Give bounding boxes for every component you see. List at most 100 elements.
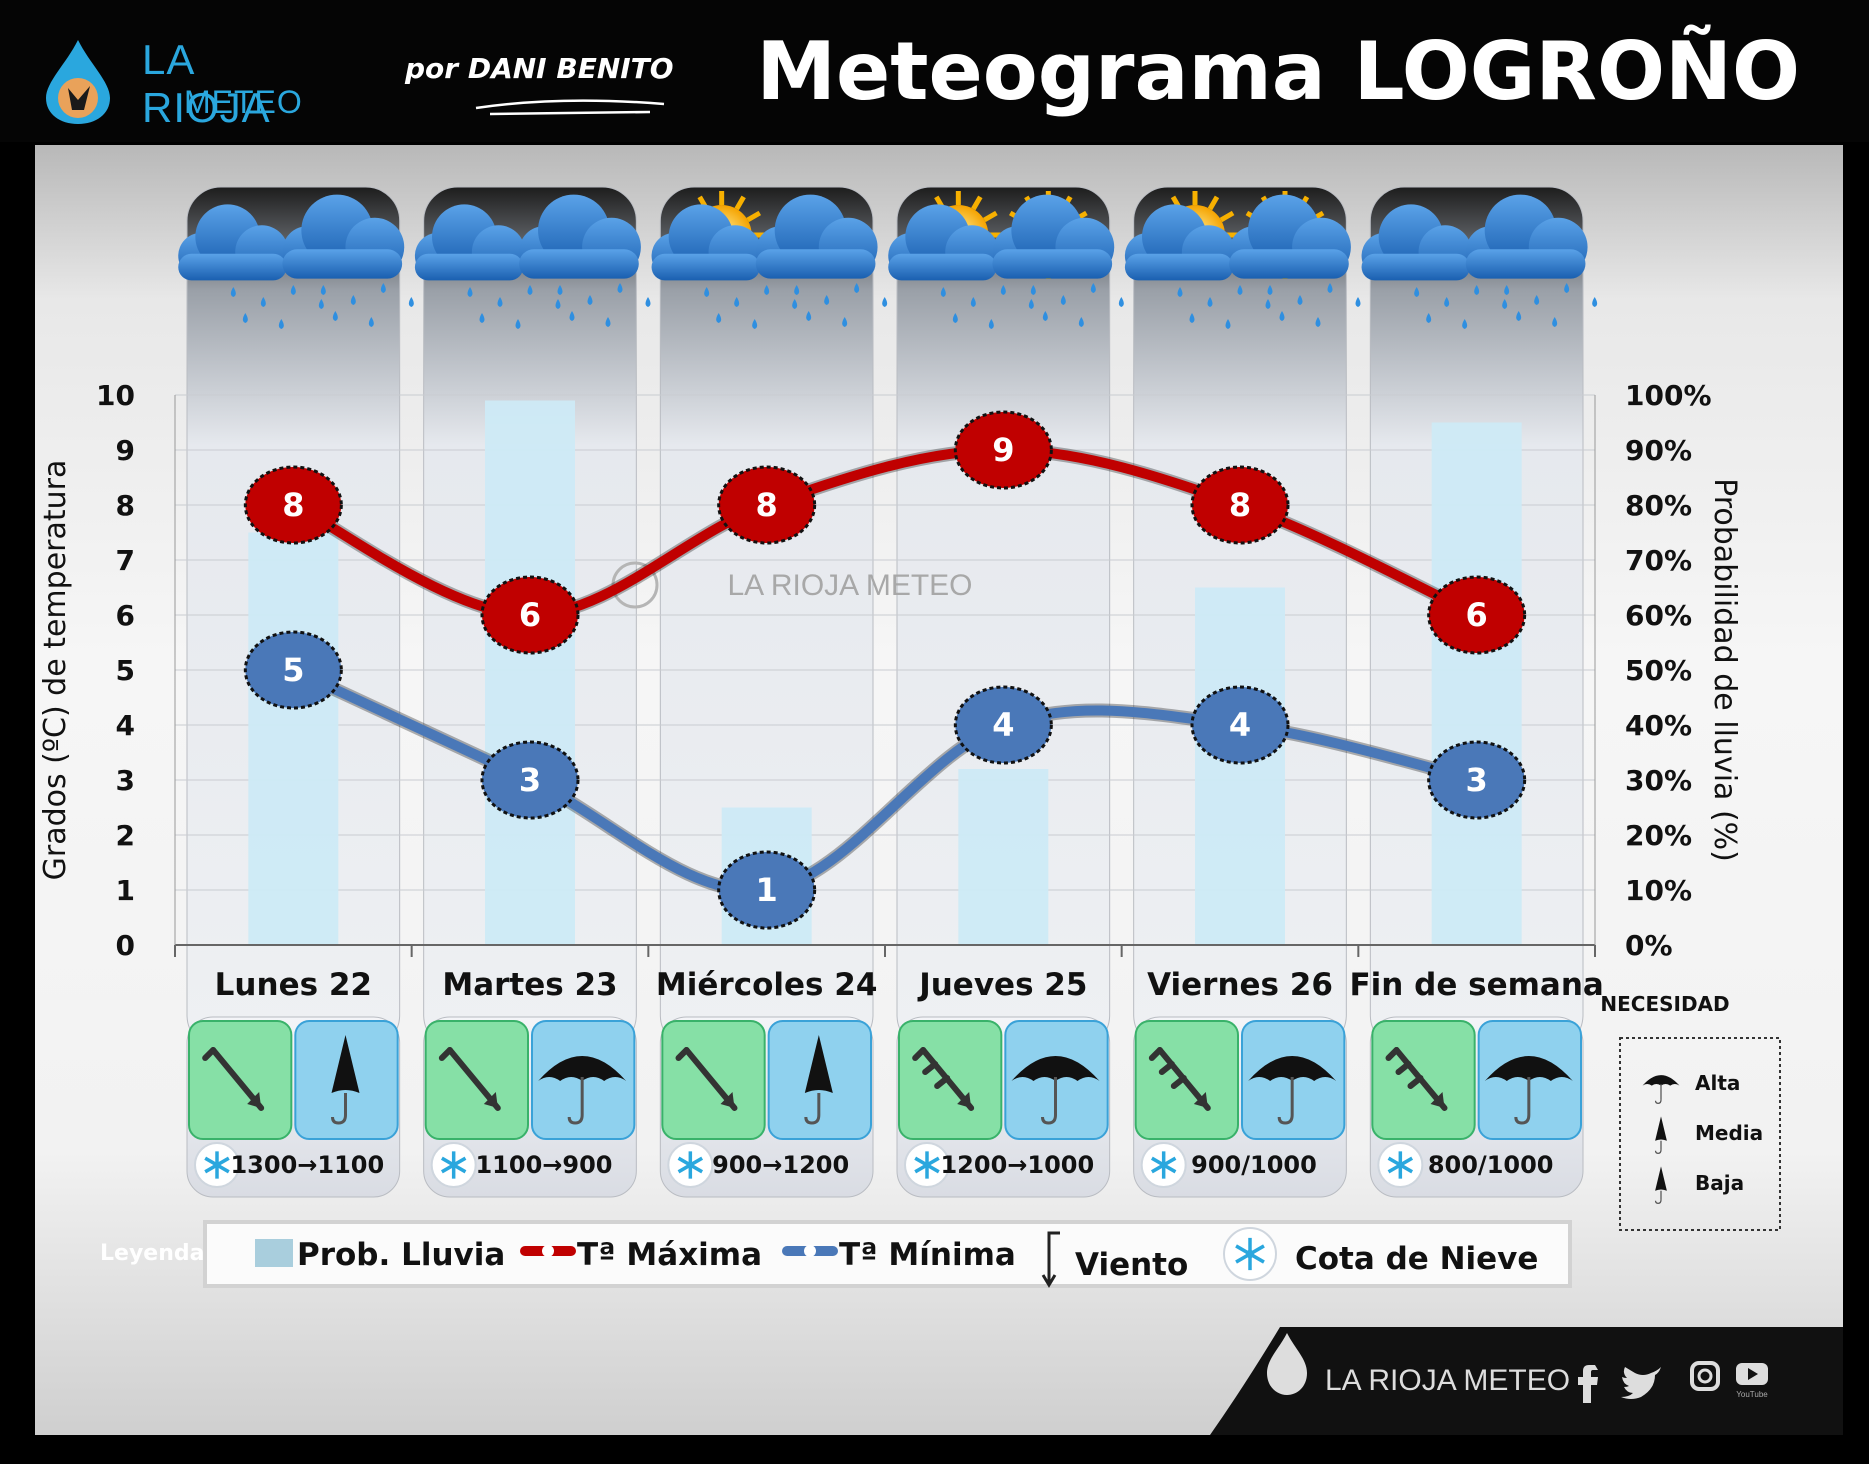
snowflake-icon — [1223, 1227, 1277, 1281]
watermark-text: LA RIOJA METEO — [727, 569, 972, 602]
y-right-tick-label: 60% — [1625, 599, 1692, 632]
brand-logo: LA RIOJA METEO — [24, 16, 324, 134]
y-tick-label: 2 — [116, 819, 135, 852]
rain-drop — [940, 287, 946, 297]
cloud-shape — [1361, 204, 1472, 281]
umbrella-handle — [331, 1114, 347, 1125]
rain-drop — [1502, 299, 1508, 309]
umbrella-handle — [1041, 1114, 1057, 1125]
wind-head — [1430, 1092, 1445, 1108]
y-right-tick-label: 70% — [1625, 544, 1692, 577]
rain-cloud-icon — [414, 194, 651, 329]
rain-drop — [479, 313, 485, 323]
wind-barb — [1158, 1061, 1175, 1075]
snow-level-text: 800/1000 — [1428, 1151, 1554, 1179]
rain-drop — [527, 285, 533, 295]
rain-drop — [569, 311, 575, 321]
wind-barb — [675, 1047, 690, 1061]
legend-label: Tª Máxima — [577, 1237, 762, 1273]
sun-ray — [971, 195, 983, 211]
snow-level-text: 1100→900 — [475, 1151, 612, 1179]
cloud-base — [519, 249, 639, 279]
footer-bar: LA RIOJA METEO YouTube — [1210, 1327, 1843, 1435]
cloud-shape — [1124, 204, 1236, 281]
umbrella-closed-icon — [1654, 1166, 1667, 1204]
y-tick-label: 8 — [116, 489, 135, 522]
snow-level-text: 1200→1000 — [940, 1151, 1094, 1179]
umbrella-medium-icon — [331, 1035, 360, 1125]
y-tick-label: 0 — [116, 929, 135, 962]
wind-weak-icon — [438, 1047, 501, 1111]
snowflake-core — [686, 1161, 694, 1169]
y-tick-label: 3 — [116, 764, 135, 797]
cloud-base — [1229, 249, 1349, 279]
y-right-tick-label: 90% — [1625, 434, 1692, 467]
min-temp-label: 4 — [992, 706, 1014, 744]
rain-bar-swatch — [255, 1239, 293, 1267]
snow-level-text: 900/1000 — [1191, 1151, 1317, 1179]
wind-barb — [1395, 1061, 1412, 1075]
wind-barb — [922, 1061, 939, 1075]
rain-drop — [242, 313, 248, 323]
umbrella-canopy — [1011, 1056, 1100, 1081]
wind-barb — [1170, 1075, 1187, 1089]
rain-drop — [792, 299, 798, 309]
y-tick-label: 5 — [116, 654, 135, 687]
rain-drop — [1426, 313, 1432, 323]
rain-probability-bar — [1431, 422, 1522, 945]
wind-barb — [934, 1075, 951, 1089]
umbrella-folded — [1655, 1116, 1667, 1141]
rain-drop — [1504, 285, 1510, 295]
y-right-tick-label: 30% — [1625, 764, 1692, 797]
snowflake-core — [1245, 1249, 1255, 1259]
rain-drop — [1177, 287, 1183, 297]
max-temp-point — [243, 465, 343, 545]
rain-drop — [1462, 319, 1468, 329]
rain-probability-bar — [958, 769, 1049, 945]
min-temp-point — [1427, 740, 1527, 820]
max-temp-label: 6 — [1466, 596, 1488, 634]
footer-bg — [1210, 1327, 1843, 1435]
rain-drop — [350, 295, 356, 305]
wind-barb — [1148, 1047, 1163, 1061]
umbrella-canopy — [1642, 1075, 1680, 1086]
wind-barb — [1407, 1075, 1424, 1089]
snowflake-icon — [904, 1142, 950, 1188]
sun-ray — [1207, 195, 1220, 211]
rain-drop — [1592, 297, 1598, 307]
snowflake-core — [1396, 1161, 1404, 1169]
sun-ray — [746, 210, 762, 223]
rain-drop — [1030, 285, 1036, 295]
rain-probability-bar — [248, 532, 339, 945]
max-temp-point — [480, 575, 580, 655]
max-temp-label: 8 — [756, 486, 778, 524]
max-temp-label: 8 — [1229, 486, 1251, 524]
wind-barb — [912, 1047, 927, 1061]
rain-drop — [1564, 283, 1570, 293]
y-tick-label: 1 — [116, 874, 135, 907]
umbrella-half-icon — [1654, 1116, 1667, 1154]
sun-cloud-rain-icon — [651, 191, 888, 329]
max-temp-point — [717, 465, 817, 545]
twitter-icon — [1621, 1367, 1661, 1399]
max-temp-point — [953, 410, 1053, 490]
snowflake-icon — [1377, 1142, 1424, 1188]
snowflake-core — [213, 1161, 221, 1169]
rain-drop — [1207, 297, 1213, 307]
signature-underline — [475, 99, 665, 116]
rain-drop — [1042, 311, 1048, 321]
cloud-shape — [1229, 194, 1351, 279]
youtube-play — [1748, 1368, 1758, 1380]
cloud-base — [992, 249, 1113, 279]
rain-drop — [752, 319, 758, 329]
rain-drop — [617, 283, 623, 293]
snowflake-icon — [1140, 1142, 1187, 1188]
min-temp-point — [243, 630, 343, 710]
day-info-card: 900→1200 — [659, 1016, 874, 1198]
umbrella-handle — [1277, 1114, 1294, 1125]
cloud-shape — [755, 194, 878, 279]
rain-drop — [1118, 297, 1124, 307]
rain-probability-bar — [1195, 587, 1285, 945]
rain-drop — [1078, 317, 1084, 327]
rain-drop — [970, 297, 976, 307]
